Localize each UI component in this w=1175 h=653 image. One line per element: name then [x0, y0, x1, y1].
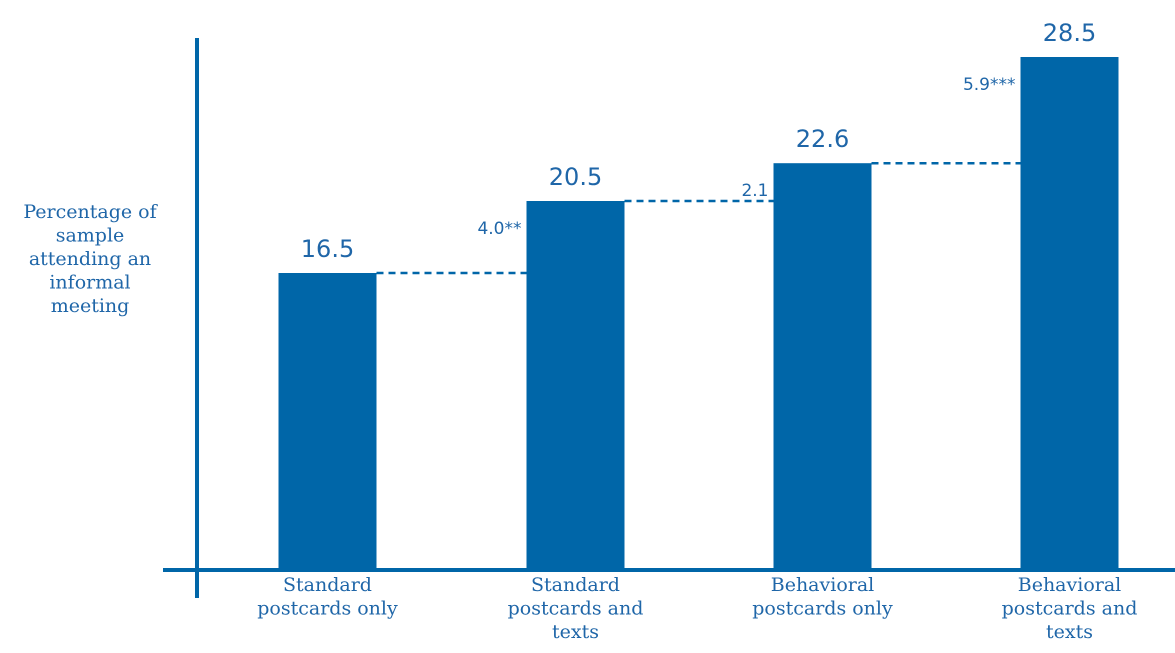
bar-value-label: 20.5: [549, 163, 602, 191]
y-axis-label-line: attending an: [29, 248, 151, 270]
category-label-line: postcards only: [752, 598, 893, 620]
y-axis-label-line: meeting: [51, 295, 130, 317]
category-label: Standard postcards only: [257, 574, 398, 620]
bar-value-label: 22.6: [796, 125, 849, 153]
category-label-line: Behavioral: [771, 574, 875, 596]
difference-label: 5.9***: [963, 75, 1016, 95]
category-label-line: Standard: [283, 574, 372, 596]
category-label-line: postcards only: [257, 598, 398, 620]
bar-value-label: 28.5: [1043, 19, 1096, 47]
difference-label: 2.1: [741, 181, 768, 201]
category-label-line: Behavioral: [1018, 574, 1122, 596]
category-label-line: texts: [552, 621, 599, 643]
bar: [278, 273, 377, 570]
bar: [526, 201, 625, 570]
y-axis-label-line: Percentage of: [23, 201, 158, 223]
y-axis-label-line: informal: [49, 272, 130, 294]
category-label-line: postcards and: [1002, 598, 1138, 620]
y-axis-label: Percentage of sample attending an informal m…: [23, 201, 158, 317]
category-label: Standard postcards and texts: [508, 574, 644, 643]
bar: [773, 163, 872, 570]
bar-value-label: 16.5: [301, 235, 354, 263]
category-label: Behavioral postcards only: [752, 574, 893, 620]
y-axis-label-line: sample: [56, 225, 125, 247]
category-label-line: postcards and: [508, 598, 644, 620]
category-label-line: Standard: [531, 574, 620, 596]
bar: [1020, 57, 1119, 570]
difference-label: 4.0**: [477, 219, 521, 239]
category-label-line: texts: [1046, 621, 1093, 643]
category-label: Behavioral postcards and texts: [1002, 574, 1138, 643]
